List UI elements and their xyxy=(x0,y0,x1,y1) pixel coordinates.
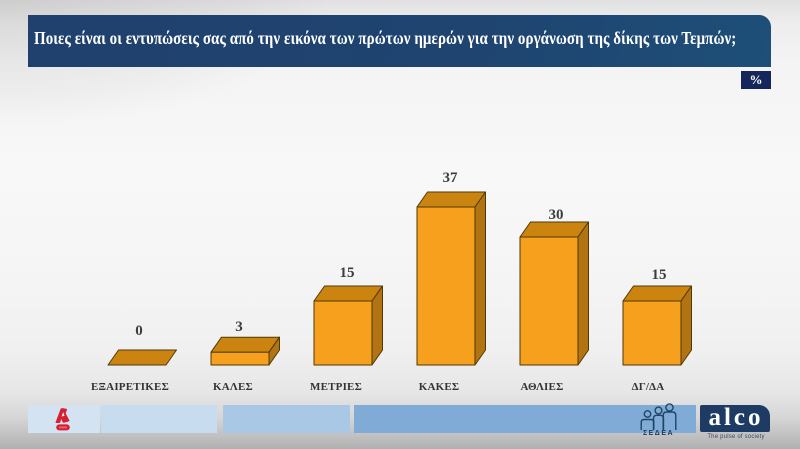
svg-text:ΣΕΔΕΑ: ΣΕΔΕΑ xyxy=(643,430,674,437)
